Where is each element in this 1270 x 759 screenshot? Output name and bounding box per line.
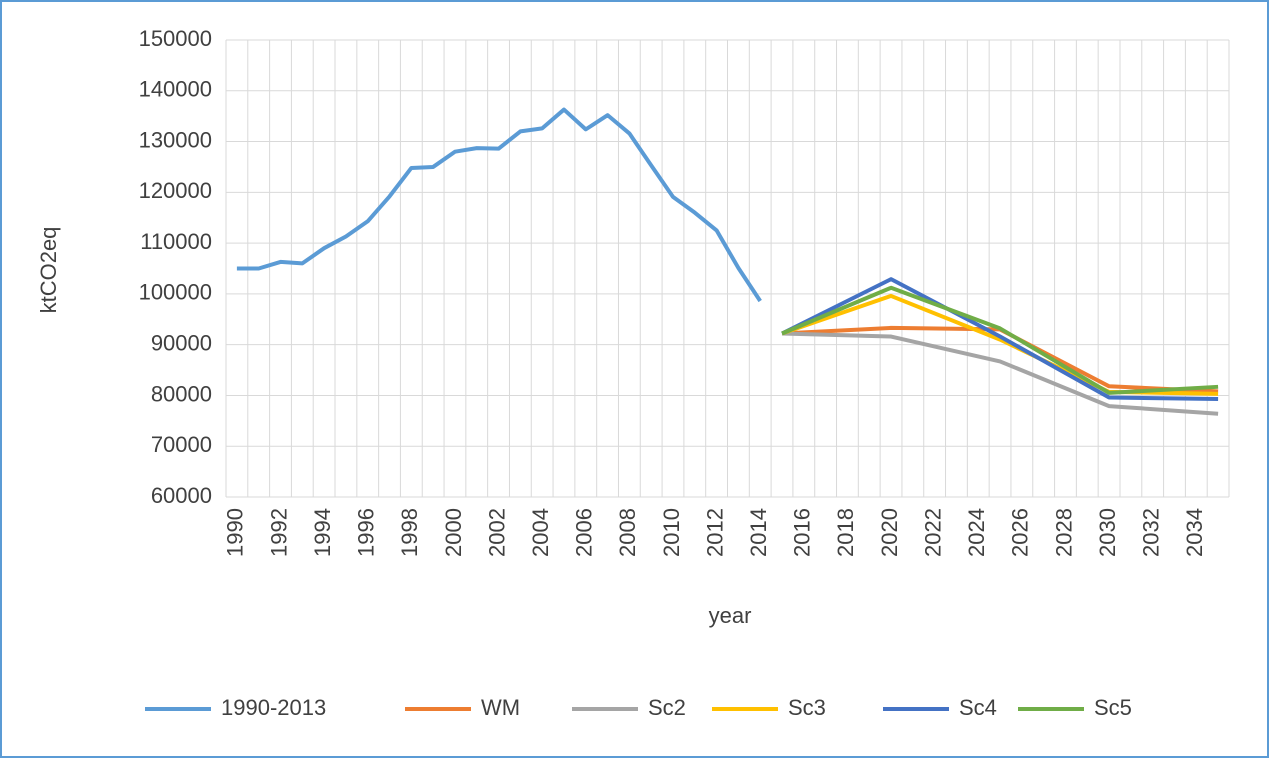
- x-tick-label: 2020: [877, 508, 902, 557]
- x-tick-label: 2026: [1008, 508, 1033, 557]
- x-tick-label: 1992: [266, 508, 291, 557]
- x-tick-label: 2018: [833, 508, 858, 557]
- y-tick-label: 120000: [139, 178, 212, 203]
- y-tick-label: 90000: [151, 330, 212, 355]
- legend-label: 1990-2013: [221, 695, 326, 720]
- x-tick-label: 1994: [310, 508, 335, 557]
- y-tick-label: 60000: [151, 483, 212, 508]
- legend-label: WM: [481, 695, 520, 720]
- y-tick-label: 100000: [139, 280, 212, 305]
- series-line: [236, 107, 762, 303]
- x-tick-label: 2008: [615, 508, 640, 557]
- series-line: [781, 285, 1219, 395]
- y-tick-label: 80000: [151, 381, 212, 406]
- x-tick-label: 1996: [354, 508, 379, 557]
- x-axis-title: year: [709, 603, 752, 628]
- x-tick-label: 2030: [1095, 508, 1120, 557]
- x-tick-label: 2004: [528, 508, 553, 557]
- x-tick-label: 2032: [1138, 508, 1163, 557]
- legend-label: Sc4: [959, 695, 997, 720]
- x-tick-label: 2010: [659, 508, 684, 557]
- series-line: [781, 331, 1219, 416]
- x-tick-label: 2014: [746, 508, 771, 557]
- x-tick-label: 2016: [790, 508, 815, 557]
- x-tick-label: 2006: [572, 508, 597, 557]
- x-tick-label: 2034: [1182, 508, 1207, 557]
- x-tick-label: 2002: [484, 508, 509, 557]
- y-tick-label: 70000: [151, 432, 212, 457]
- y-tick-label: 130000: [139, 127, 212, 152]
- x-tick-label: 2000: [441, 508, 466, 557]
- x-tick-label: 2012: [702, 508, 727, 557]
- legend-label: Sc3: [788, 695, 826, 720]
- x-tick-label: 1990: [223, 508, 248, 557]
- legend-label: Sc2: [648, 695, 686, 720]
- x-tick-label: 2024: [964, 508, 989, 557]
- x-tick-label: 2028: [1051, 508, 1076, 557]
- x-tick-label: 1998: [397, 508, 422, 557]
- y-tick-label: 150000: [139, 26, 212, 51]
- y-tick-label: 140000: [139, 77, 212, 102]
- legend-label: Sc5: [1094, 695, 1132, 720]
- y-axis-title: ktCO2eq: [36, 227, 61, 314]
- x-tick-label: 2022: [920, 508, 945, 557]
- y-tick-label: 110000: [140, 229, 212, 254]
- series-line: [781, 277, 1219, 401]
